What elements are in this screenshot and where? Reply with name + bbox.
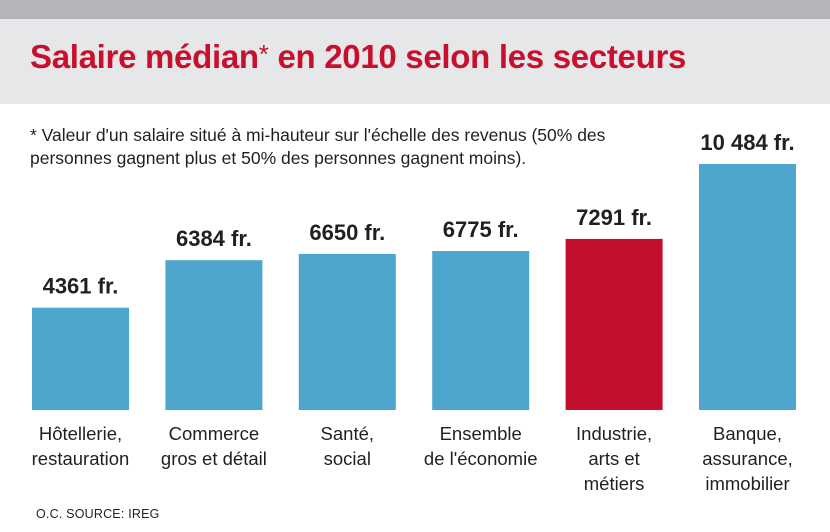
category-label-1: Hôtellerie, restauration xyxy=(32,423,130,469)
bar-6 xyxy=(699,164,796,410)
bar-4 xyxy=(432,251,530,410)
footnote: * Valeur d'un salaire situé à mi-hauteur… xyxy=(30,125,606,168)
value-label-2: 6384 fr. xyxy=(176,226,252,251)
category-label-4: Ensemble de l'économie xyxy=(424,423,538,469)
bar-1 xyxy=(32,307,129,410)
plot-area xyxy=(0,104,830,532)
category-label-5: Industrie, arts et métiers xyxy=(576,423,652,494)
value-label-3: 6650 fr. xyxy=(309,220,385,245)
category-label-3: Santé, social xyxy=(321,423,375,469)
value-label-4: 6775 fr. xyxy=(443,217,519,242)
category-label-2: Commerce gros et détail xyxy=(161,423,267,469)
category-label-6: Banque, assurance, immobilier xyxy=(702,423,793,494)
title-main: Salaire médian xyxy=(30,38,259,75)
value-label-5: 7291 fr. xyxy=(576,205,652,230)
bar-3 xyxy=(298,253,396,410)
value-label-1: 4361 fr. xyxy=(43,274,119,299)
bar-5 xyxy=(565,238,663,410)
value-label-6: 10 484 fr. xyxy=(700,130,794,155)
bar-2 xyxy=(165,260,263,410)
source-note: O.C. SOURCE: IREG xyxy=(36,507,160,521)
chart-title: Salaire médian* en 2010 selon les secteu… xyxy=(30,38,686,76)
title-rest: en 2010 selon les secteurs xyxy=(268,38,687,75)
top-strip xyxy=(0,0,830,19)
title-star: * xyxy=(258,39,269,69)
